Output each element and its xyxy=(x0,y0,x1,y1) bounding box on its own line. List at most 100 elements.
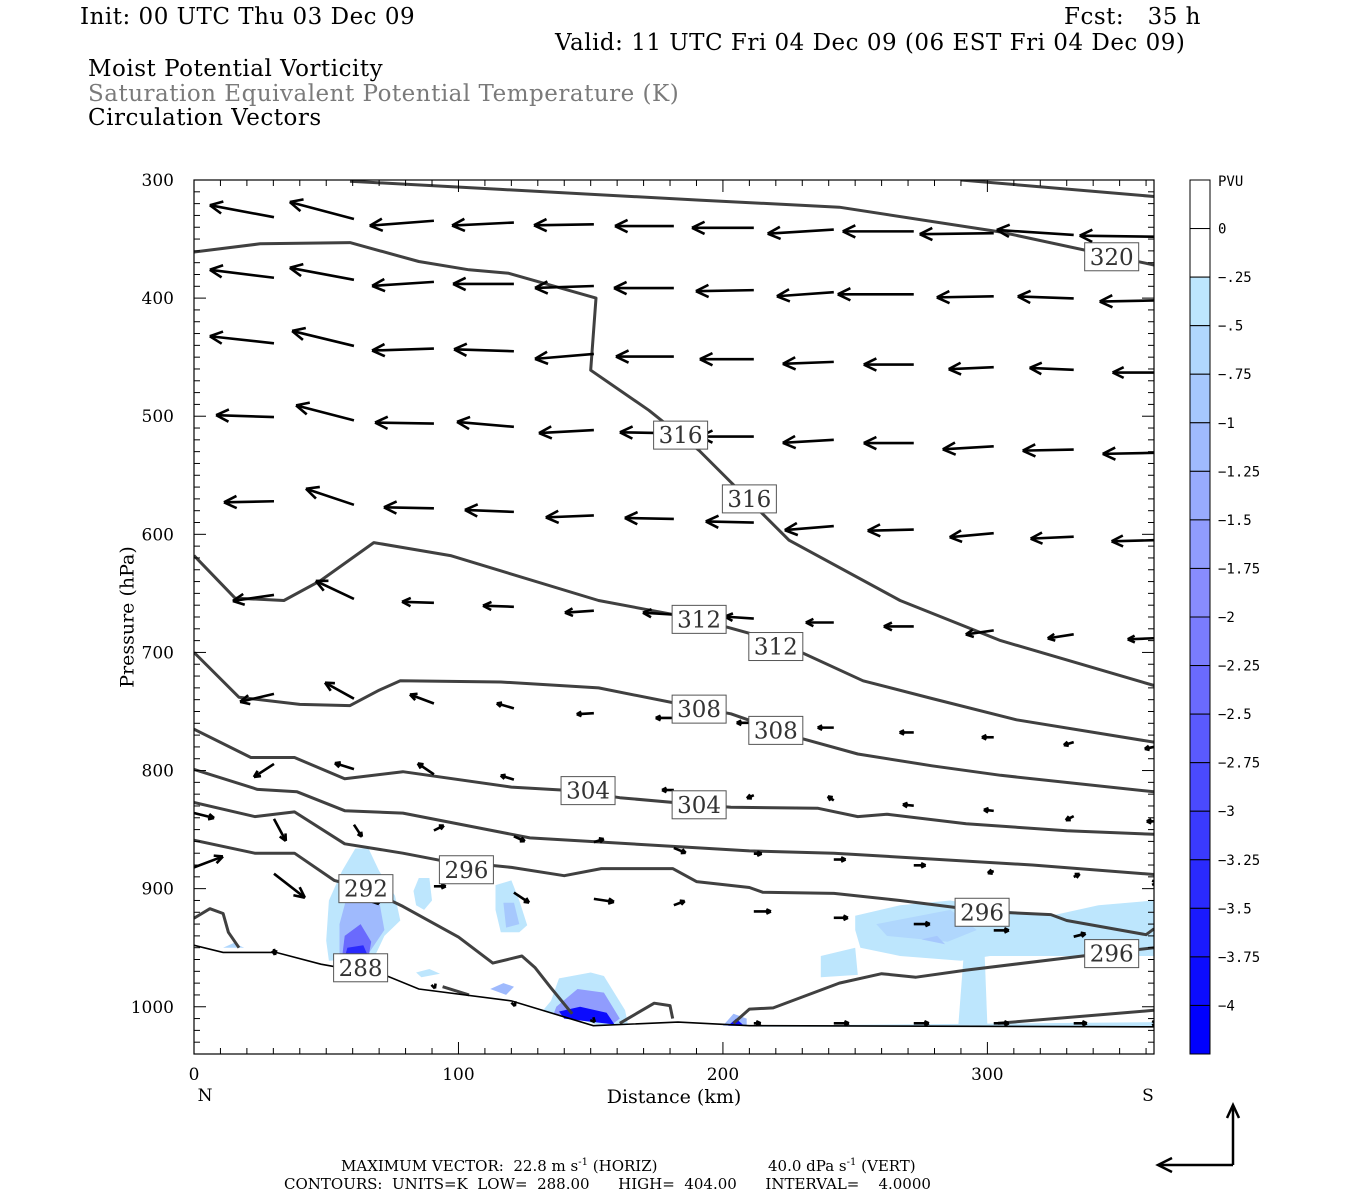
vector-head xyxy=(500,773,506,777)
vector-head xyxy=(1099,294,1113,303)
vector-shaft xyxy=(209,334,275,345)
vector-head xyxy=(776,295,791,303)
vector-head xyxy=(942,441,956,451)
vector-head xyxy=(278,835,287,842)
contour-label-box xyxy=(653,420,709,450)
vector-head xyxy=(756,852,763,858)
vector-head xyxy=(948,529,962,539)
y-tick-label: 600 xyxy=(142,525,174,545)
surface-line xyxy=(194,944,1154,1028)
colorbar-label: −.75 xyxy=(1218,367,1252,383)
vector-shaft xyxy=(1029,366,1074,372)
vector-head xyxy=(782,362,797,371)
vector-arrow xyxy=(305,485,355,507)
colorbar-segment xyxy=(1189,1004,1211,1055)
vector-head xyxy=(510,1001,516,1008)
vector-head xyxy=(371,342,386,352)
footer-contour-info: CONTOURS: UNITS=K LOW= 288.00 HIGH= 404.… xyxy=(284,1175,931,1193)
vector-shaft xyxy=(209,203,275,219)
contour-line-320 xyxy=(349,180,1154,267)
vector-head xyxy=(289,266,302,278)
vector-shaft xyxy=(401,600,434,605)
vector-arrow xyxy=(545,509,594,525)
vector-arrow xyxy=(993,1019,1010,1027)
vector-arrow xyxy=(323,681,355,700)
vector-shaft xyxy=(642,611,674,616)
colorbar-segment xyxy=(1189,907,1211,958)
vector-head xyxy=(417,762,424,766)
vector-head xyxy=(691,226,706,236)
vector-arrow xyxy=(314,579,355,601)
colorbar-label: −3.5 xyxy=(1218,901,1252,917)
vector-arrow xyxy=(913,861,927,869)
vector-head xyxy=(1062,740,1069,747)
vector-head xyxy=(453,342,468,351)
contour-label: 304 xyxy=(671,790,727,820)
vector-shaft xyxy=(372,347,434,352)
vector-arrow xyxy=(837,287,914,302)
vector-shaft xyxy=(1017,295,1074,300)
vector-shaft xyxy=(324,681,355,700)
contour-label-text: 312 xyxy=(677,607,721,633)
vector-arrow xyxy=(564,607,594,618)
vector-arrow xyxy=(289,262,355,282)
vector-arrow xyxy=(513,891,531,904)
vector-head xyxy=(533,224,548,233)
vector-shaft xyxy=(1127,636,1154,641)
vector-head xyxy=(755,1022,762,1027)
vector-arrow xyxy=(826,795,835,802)
vector-arrow xyxy=(1127,634,1154,644)
contour-label-text: 288 xyxy=(339,956,383,982)
y-tick-label: 700 xyxy=(142,643,174,663)
vector-shaft xyxy=(767,228,834,235)
vector-arrow xyxy=(1029,361,1074,376)
vector-arrow xyxy=(1017,289,1074,305)
vector-head xyxy=(291,326,307,333)
contour-label: 296 xyxy=(438,855,494,885)
colorbar-label: −.5 xyxy=(1218,319,1243,335)
vector-arrow xyxy=(691,220,754,236)
vector-shaft xyxy=(273,872,306,899)
contour-label: 296 xyxy=(954,897,1010,927)
vector-head xyxy=(452,282,467,292)
vector-shaft xyxy=(464,508,514,514)
vector-arrow xyxy=(673,846,687,855)
vector-head xyxy=(661,786,668,792)
vector-arrow xyxy=(913,1019,930,1027)
vector-head xyxy=(1127,634,1136,641)
x-end-label-south: S xyxy=(1142,1086,1154,1106)
vector-arrow xyxy=(1064,814,1075,822)
vector-head xyxy=(919,233,933,242)
vector-arrow xyxy=(981,733,994,741)
vector-head xyxy=(1029,531,1043,540)
vector-shaft xyxy=(272,818,287,842)
vector-head xyxy=(232,592,244,603)
vector-shaft xyxy=(776,290,834,298)
reference-vector xyxy=(1155,1102,1241,1174)
vector-arrow xyxy=(589,1016,597,1024)
colorbar-label: −3.25 xyxy=(1218,853,1260,869)
vector-arrow xyxy=(753,850,763,858)
vector-head xyxy=(691,220,706,230)
vector-head xyxy=(291,329,304,341)
vector-arrow xyxy=(271,948,278,956)
contour-label: 308 xyxy=(671,694,727,724)
vector-shaft xyxy=(223,499,275,504)
vector-head xyxy=(782,434,796,444)
vector-shaft xyxy=(232,593,275,603)
vector-head xyxy=(782,441,797,450)
vector-shaft xyxy=(919,231,994,236)
vector-head xyxy=(784,528,799,537)
vector-arrow xyxy=(936,289,994,305)
y-axis-title: Pressure (hPa) xyxy=(116,546,139,688)
vector-head xyxy=(983,806,990,812)
vector-arrow xyxy=(782,356,834,371)
vector-head xyxy=(936,289,950,299)
vector-head xyxy=(401,596,412,603)
vector-shaft xyxy=(295,404,355,422)
init-time: Init: 00 UTC Thu 03 Dec 09 xyxy=(80,4,416,30)
field-title-vectors: Circulation Vectors xyxy=(88,105,322,131)
vector-head xyxy=(614,224,629,234)
vector-arrow xyxy=(965,628,994,639)
